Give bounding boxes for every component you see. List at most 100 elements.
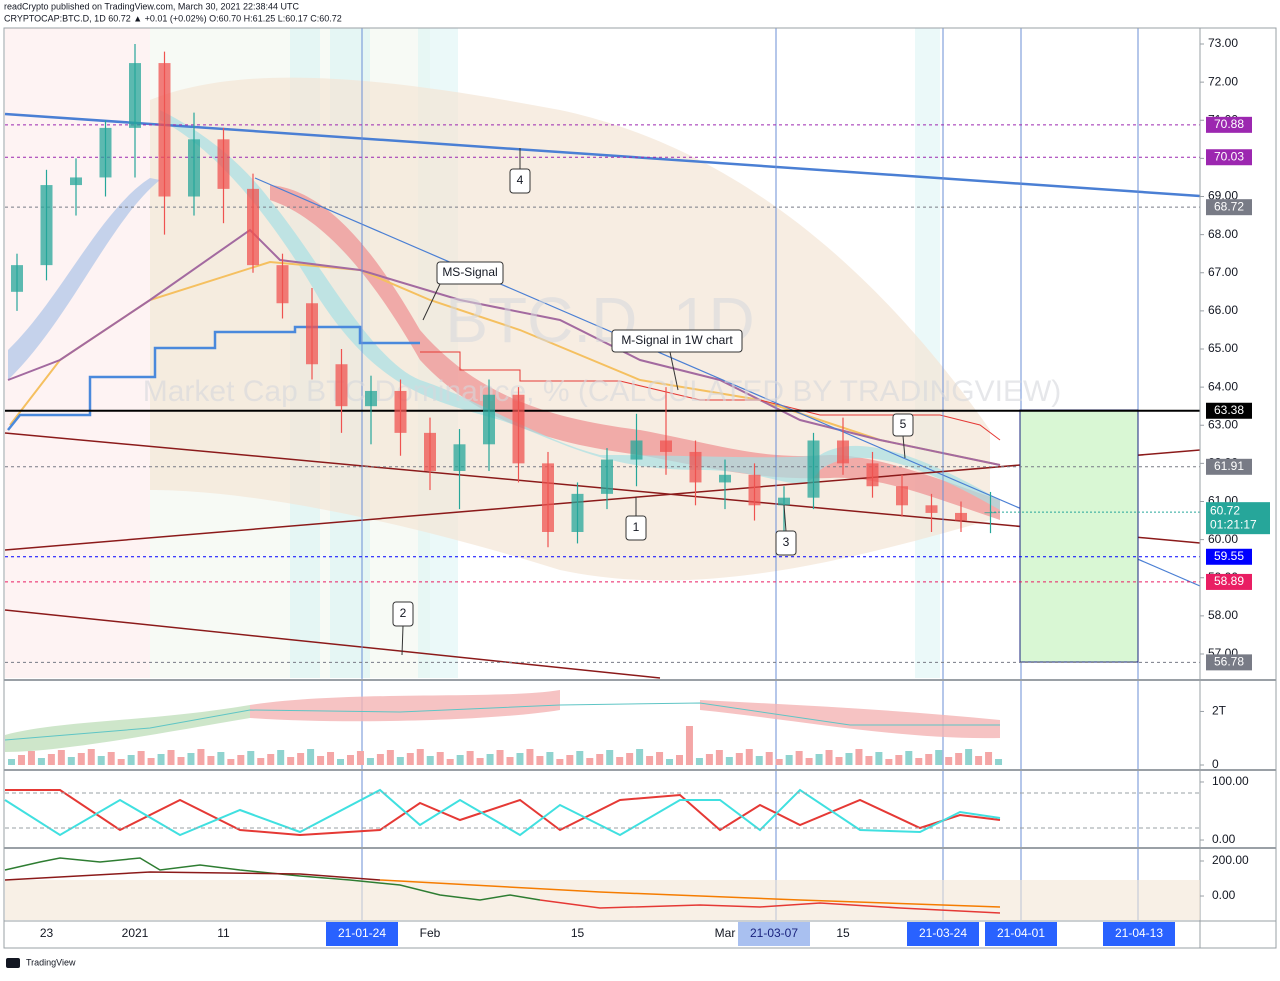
volume-bar	[815, 754, 823, 765]
pane3-band	[5, 880, 1200, 920]
volume-bar	[725, 757, 733, 765]
volume-bar	[396, 757, 404, 765]
volume-bar	[865, 756, 873, 765]
volume-bar	[147, 758, 155, 765]
candle-body	[365, 390, 377, 407]
volume-bar	[277, 750, 285, 765]
y-tick-label: 2T	[1212, 704, 1227, 718]
y-tick-label: 200.00	[1212, 853, 1249, 867]
y-tick-label: 0.00	[1212, 888, 1236, 902]
volume-bar	[995, 759, 1003, 765]
blue-ribbon	[8, 178, 160, 380]
volume-bar	[107, 752, 115, 765]
logo	[6, 958, 20, 968]
candle-body	[335, 364, 348, 407]
volume-bar	[965, 749, 973, 765]
volume-bar	[586, 758, 594, 765]
level-label-bg	[1206, 116, 1252, 133]
candle-body	[99, 127, 112, 178]
annotation: 3	[783, 535, 790, 549]
date-marker: 21-03-24	[919, 926, 967, 940]
volume-bar	[167, 750, 175, 765]
level-label: 70.88	[1214, 117, 1244, 131]
y-tick-label: 64.00	[1208, 379, 1238, 393]
volume-bar	[47, 754, 55, 765]
volume-bar	[606, 750, 614, 765]
pane3-green	[4, 857, 541, 901]
volume-bar	[476, 758, 484, 765]
volume-bar	[356, 751, 364, 765]
volume-bar	[735, 753, 743, 765]
volume-bar	[227, 759, 235, 765]
footer: TradingView	[26, 957, 76, 967]
volume-bar	[855, 749, 863, 765]
y-tick-label: 65.00	[1208, 341, 1238, 355]
x-tick-label: Mar	[715, 926, 736, 940]
pane1-cloud	[5, 705, 250, 752]
volume-bar	[127, 755, 135, 765]
level-label-bg	[1206, 149, 1252, 166]
volume-bar	[217, 752, 225, 765]
volume-bar	[57, 750, 65, 765]
volume-bar	[237, 755, 245, 765]
pane1-cloud-red	[250, 690, 1000, 739]
signal-red	[420, 351, 1001, 441]
x-tick-label: 2021	[122, 926, 149, 940]
candle-body	[483, 394, 495, 445]
y-tick-label: 63.00	[1208, 417, 1238, 431]
volume-bar	[825, 750, 833, 765]
level-label-bg	[1206, 199, 1252, 216]
candle-body	[217, 139, 230, 189]
y-tick-label: 73.00	[1208, 36, 1238, 50]
volume-bar	[8, 759, 15, 765]
volume-bar	[935, 750, 943, 765]
level-label-bg	[1206, 573, 1252, 590]
publisher: readCrypto published on TradingView.com,…	[4, 1, 300, 11]
candle-body	[453, 444, 466, 471]
candle-body	[188, 139, 200, 197]
y-tick-label: 69.00	[1208, 189, 1238, 203]
volume-bar	[566, 755, 574, 765]
candle-body	[660, 440, 672, 452]
x-tick-label: 23	[40, 926, 54, 940]
date-marker: 21-04-01	[997, 926, 1045, 940]
candle-body	[158, 63, 171, 197]
volume-bar	[386, 750, 394, 765]
candle-body	[11, 265, 23, 292]
candle-body	[748, 474, 761, 506]
volume-bar	[406, 753, 414, 765]
candle-body	[512, 394, 525, 464]
annotations	[392, 148, 914, 656]
volume-bar	[187, 753, 195, 765]
y-tick-label: 58.00	[1208, 608, 1238, 622]
candle-body	[925, 505, 938, 513]
volume-bar	[77, 753, 85, 765]
candle-body	[424, 432, 436, 471]
volume-bar	[267, 754, 275, 765]
volume-bar	[656, 752, 664, 765]
volume-bar	[337, 759, 345, 765]
candle-body	[689, 451, 702, 483]
pane3-darkred	[4, 871, 381, 881]
stoch-cyan	[4, 788, 1001, 837]
candle-body	[955, 512, 967, 521]
y-tick-label: 72.00	[1208, 74, 1238, 88]
volume-bar	[257, 758, 265, 765]
volume-bar	[745, 749, 753, 765]
trend-darkred-2	[4, 449, 1201, 551]
date-marker: 21-01-24	[338, 926, 386, 940]
volume-bar	[805, 758, 813, 765]
volume-bar	[755, 756, 763, 765]
volume-bar	[985, 752, 993, 765]
volume-bar	[675, 755, 683, 765]
candle-body	[276, 265, 289, 304]
y-tick-label: 67.00	[1208, 265, 1238, 279]
volume-bar	[456, 755, 464, 765]
volume-bar	[346, 755, 354, 765]
volume-bar	[636, 749, 644, 765]
candle-body	[896, 486, 908, 506]
volume-bar	[885, 759, 893, 765]
volume-bar	[287, 757, 295, 765]
